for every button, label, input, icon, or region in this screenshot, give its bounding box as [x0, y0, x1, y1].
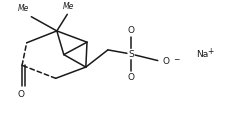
Text: O: O — [162, 57, 169, 66]
Text: O: O — [18, 90, 25, 99]
Text: O: O — [127, 26, 134, 35]
Text: Me: Me — [62, 2, 74, 11]
Text: Me: Me — [17, 4, 29, 13]
Text: S: S — [128, 49, 133, 59]
Text: O: O — [127, 73, 134, 82]
Text: −: − — [173, 55, 179, 64]
Text: +: + — [206, 47, 213, 56]
Text: Na: Na — [195, 50, 207, 59]
